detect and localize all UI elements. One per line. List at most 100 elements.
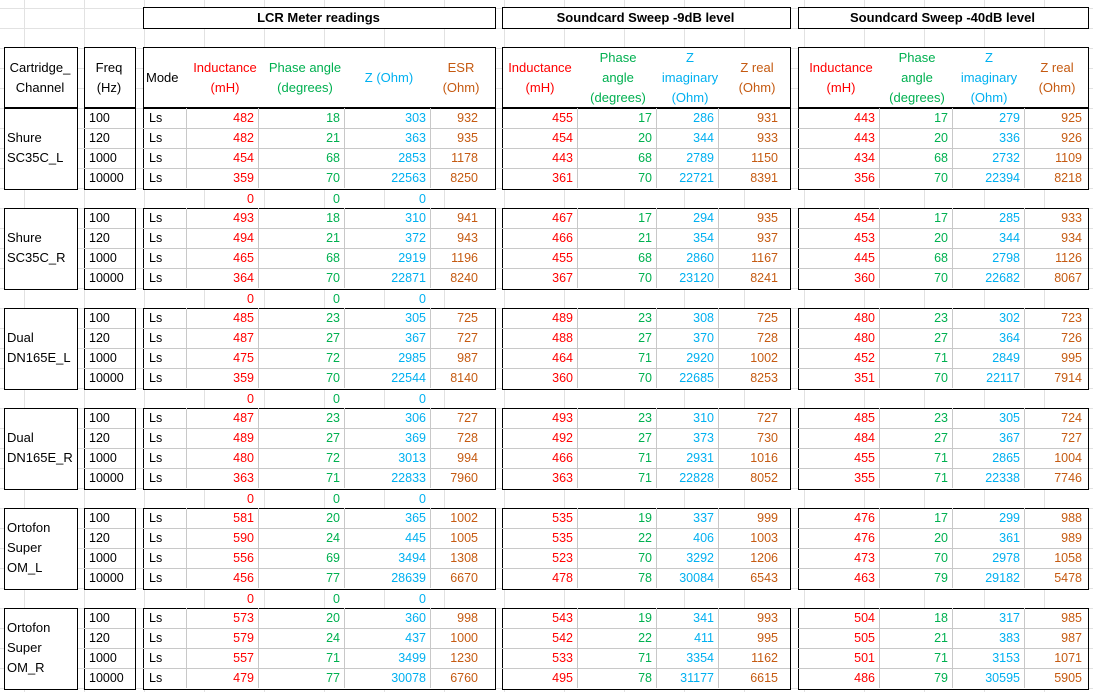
row-divider (84, 528, 135, 529)
col-divider (1024, 208, 1025, 288)
s40-value: 988 (1061, 511, 1082, 525)
cartridge-name: OM_R (7, 660, 45, 675)
col-divider (718, 408, 719, 488)
s40-value: 473 (854, 551, 875, 565)
row-divider (502, 348, 790, 349)
s40-value: 995 (1061, 351, 1082, 365)
s9-value: 70 (638, 271, 652, 285)
row-divider (84, 228, 135, 229)
sweep40-data-box (798, 408, 1089, 490)
sweep9-header-box (502, 47, 791, 108)
col-divider (1024, 308, 1025, 388)
lcr-value: 71 (326, 651, 340, 665)
s9-value: 1206 (750, 551, 778, 565)
s9-value: 8052 (750, 471, 778, 485)
lcr-value: 941 (457, 211, 478, 225)
sweep40-data-box (798, 608, 1089, 690)
sweep40-data-box (798, 208, 1089, 290)
sweep40-col-header: (mH) (826, 79, 856, 95)
lcr-title: LCR Meter readings (257, 10, 380, 25)
row-divider (84, 468, 135, 469)
row-divider (502, 128, 790, 129)
col-divider (952, 408, 953, 488)
freq-value: 100 (89, 611, 110, 625)
col-divider (879, 408, 880, 488)
s40-value: 17 (934, 211, 948, 225)
lcr-value: 6670 (450, 571, 478, 585)
row-divider (502, 468, 790, 469)
cartridge-name: DN165E_L (7, 350, 71, 365)
mode-value: Ls (149, 171, 163, 185)
col-divider (430, 308, 431, 388)
s9-value: 455 (552, 111, 573, 125)
lcr-value: 998 (457, 611, 478, 625)
s9-value: 70 (638, 171, 652, 185)
zero-value: 0 (247, 592, 254, 606)
lcr-value: 20 (326, 611, 340, 625)
row-divider (84, 248, 135, 249)
cartridge-channel-header: Cartridge_ (9, 59, 71, 75)
mode-value: Ls (149, 631, 163, 645)
s40-value: 351 (854, 371, 875, 385)
lcr-col-header: Phase angle (268, 59, 342, 75)
s40-value: 934 (1061, 231, 1082, 245)
s40-value: 305 (999, 411, 1020, 425)
row-divider (143, 348, 495, 349)
row-divider (502, 668, 790, 669)
cartridge-name: SC35C_R (7, 250, 66, 265)
row-divider (143, 268, 495, 269)
s40-value: 7746 (1054, 471, 1082, 485)
s40-value: 71 (934, 351, 948, 365)
lcr-value: 22563 (391, 171, 426, 185)
s9-value: 725 (757, 311, 778, 325)
s40-value: 285 (999, 211, 1020, 225)
lcr-value: 581 (233, 511, 254, 525)
freq-box (84, 308, 136, 390)
sweep40-col-header: Phase (898, 49, 936, 65)
s9-value: 1002 (750, 351, 778, 365)
s40-value: 355 (854, 471, 875, 485)
s9-value: 22721 (679, 171, 714, 185)
s9-value: 1162 (751, 651, 778, 665)
s9-value: 27 (638, 431, 652, 445)
lcr-value: 363 (405, 131, 426, 145)
s9-value: 71 (638, 471, 652, 485)
s9-value: 363 (552, 471, 573, 485)
row-divider (84, 668, 135, 669)
row-divider (502, 428, 790, 429)
s40-value: 452 (854, 351, 875, 365)
mode-value: Ls (149, 211, 163, 225)
s40-value: 5905 (1054, 671, 1082, 685)
col-divider (344, 508, 345, 588)
freq-value: 10000 (89, 671, 124, 685)
col-divider (577, 508, 578, 588)
s40-value: 27 (934, 431, 948, 445)
s9-value: 71 (638, 651, 652, 665)
sweep40-col-header: Z (985, 49, 993, 65)
freq-value: 10000 (89, 571, 124, 585)
s9-value: 454 (552, 131, 573, 145)
cartridge-name: SC35C_L (7, 150, 64, 165)
lcr-value: 30078 (391, 671, 426, 685)
row-divider (143, 168, 495, 169)
s9-value: 6543 (750, 571, 778, 585)
sweep9-col-header: imaginary (661, 69, 719, 85)
s9-value: 373 (693, 431, 714, 445)
s40-value: 8067 (1054, 271, 1082, 285)
s9-value: 344 (693, 131, 714, 145)
mode-value: Ls (149, 331, 163, 345)
s9-value: 478 (552, 571, 573, 585)
row-divider (798, 628, 1088, 629)
row-divider (84, 548, 135, 549)
row-divider (84, 328, 135, 329)
cartridge-box (4, 108, 78, 190)
freq-value: 1000 (89, 351, 117, 365)
s9-value: 8253 (750, 371, 778, 385)
col-divider (952, 308, 953, 388)
lcr-value: 23 (326, 311, 340, 325)
lcr-value: 1230 (450, 651, 478, 665)
freq-value: 1000 (89, 551, 117, 565)
mode-value: Ls (149, 371, 163, 385)
s40-value: 70 (934, 171, 948, 185)
lcr-value: 2853 (398, 151, 426, 165)
